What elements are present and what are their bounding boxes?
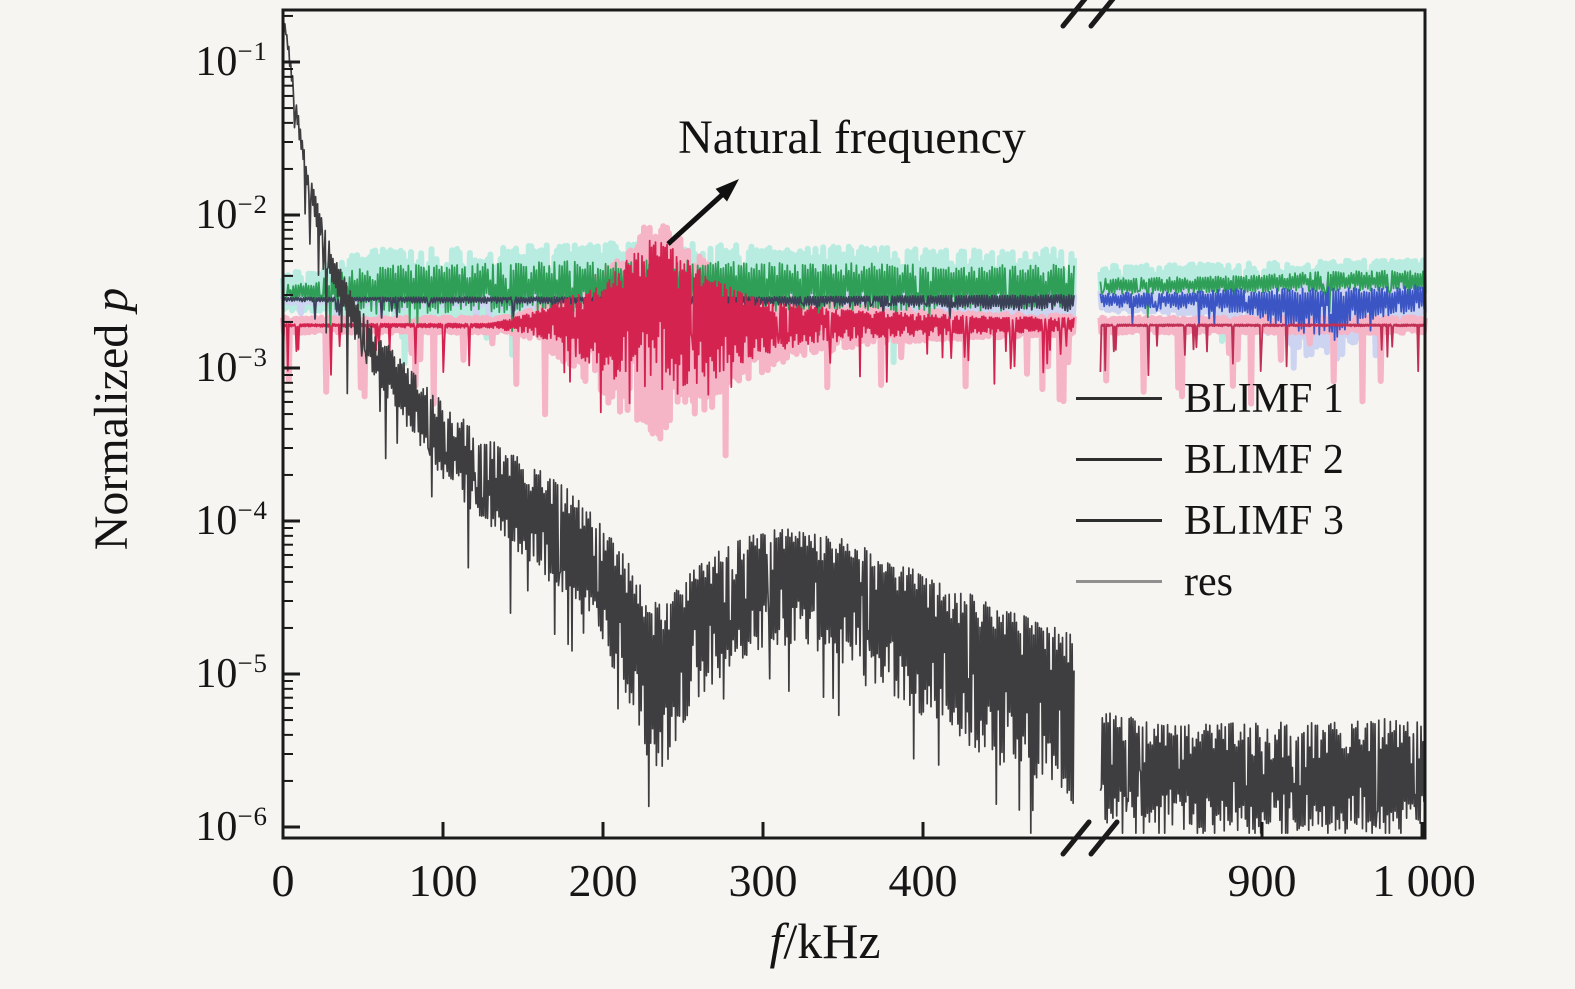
plot-box [281,8,1427,840]
x-axis-ticks [281,822,1424,838]
y-tick-label: 10−6 [195,801,268,850]
y-tick-label: 10−2 [195,189,268,238]
axis-break-icon [1060,0,1120,857]
y-tick-label: 10−3 [195,342,268,391]
x-tick-label: 200 [568,855,638,906]
legend-item-blimf3: BLIMF 3 [1076,490,1344,551]
legend-item-blimf1: BLIMF 1 [1076,368,1344,429]
legend-swatch-icon [1076,519,1162,522]
series-line-res [1099,712,1426,834]
x-tick-label: 400 [888,855,958,906]
legend-swatch-icon [1076,458,1162,461]
x-tick-label: 1 000 [1372,855,1476,906]
legend: BLIMF 1 BLIMF 2 BLIMF 3 res [1076,368,1344,612]
legend-item-res: res [1076,551,1344,612]
legend-swatch-icon [1076,397,1162,400]
y-axis-ticks [283,14,300,829]
legend-item-blimf2: BLIMF 2 [1076,429,1344,490]
series-line-res [282,22,1075,834]
y-tick-label: 10−1 [195,36,268,85]
series-line-blimf-3 [282,239,1075,414]
x-tick-label: 900 [1227,855,1297,906]
x-tick-label: 300 [728,855,798,906]
x-axis-title: f/kHz [769,913,881,969]
natural-frequency-annotation: Natural frequency [678,111,1026,164]
series-line-blimf-2 [1099,269,1426,319]
series-line-blimf-3 [1099,323,1426,377]
series-layer [280,22,1428,834]
y-tick-label: 10−5 [195,648,268,697]
x-tick-label: 100 [408,855,478,906]
legend-swatch-icon [1076,580,1162,583]
y-tick-label: 10−4 [195,495,268,544]
annotation-arrow-icon [666,179,739,246]
x-tick-label: 0 [271,855,295,906]
y-axis-title: Normalized p [85,287,138,551]
